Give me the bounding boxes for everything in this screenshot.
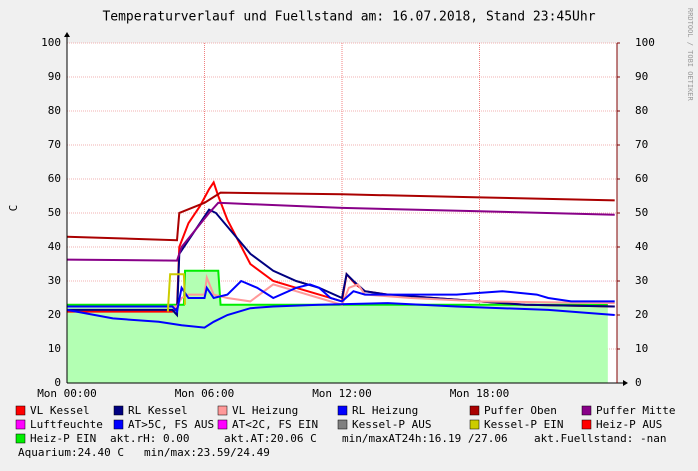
legend-label: AT<2C, FS EIN bbox=[232, 418, 318, 431]
x-tick-label: Mon 12:00 bbox=[312, 387, 372, 400]
y2-tick-label: 70 bbox=[635, 138, 648, 151]
chart-title: Temperaturverlauf und Fuellstand am: 16.… bbox=[102, 10, 595, 25]
x-tick-label: Mon 00:00 bbox=[37, 387, 97, 400]
info-text: akt.AT:20.06 C bbox=[224, 432, 317, 445]
legend-label: VL Heizung bbox=[232, 404, 298, 417]
y-tick-label: 60 bbox=[48, 172, 61, 185]
y-tick-label: 100 bbox=[41, 36, 61, 49]
legend-swatch bbox=[217, 405, 228, 416]
y2-tick-label: 50 bbox=[635, 206, 648, 219]
legend-label: Heiz-P AUS bbox=[596, 418, 662, 431]
line bbox=[66, 302, 615, 329]
y2-tick-label: 30 bbox=[635, 274, 648, 287]
legend-swatch bbox=[15, 405, 26, 416]
info-text: min/maxAT24h:16.19 /27.06 bbox=[342, 432, 508, 445]
line bbox=[66, 201, 615, 262]
line bbox=[67, 269, 608, 306]
y-axis-label: C bbox=[7, 205, 20, 212]
y-tick-label: 0 bbox=[54, 376, 61, 389]
info-text: akt.Fuellstand: -nan bbox=[534, 432, 666, 445]
line bbox=[166, 273, 187, 312]
legend-swatch bbox=[113, 419, 124, 430]
y2-tick-label: 60 bbox=[635, 172, 648, 185]
legend-swatch bbox=[469, 405, 480, 416]
legend-swatch bbox=[337, 419, 348, 430]
legend-label: Kessel-P AUS bbox=[352, 418, 431, 431]
y-tick-label: 20 bbox=[48, 308, 61, 321]
legend-label: RL Kessel bbox=[128, 404, 188, 417]
legend-label: RL Heizung bbox=[352, 404, 418, 417]
legend-swatch bbox=[581, 419, 592, 430]
x-tick-label: Mon 06:00 bbox=[175, 387, 235, 400]
legend-swatch bbox=[337, 405, 348, 416]
y-tick-label: 80 bbox=[48, 104, 61, 117]
legend-swatch bbox=[113, 405, 124, 416]
legend-label: VL Kessel bbox=[30, 404, 90, 417]
y2-tick-label: 80 bbox=[635, 104, 648, 117]
line bbox=[67, 279, 615, 314]
y2-tick-label: 10 bbox=[635, 342, 648, 355]
legend-swatch bbox=[581, 405, 592, 416]
y2-tick-label: 40 bbox=[635, 240, 648, 253]
legend-swatch bbox=[217, 419, 228, 430]
x-arrow bbox=[623, 380, 628, 386]
info-text: Aquarium:24.40 C bbox=[18, 446, 124, 459]
info-text: min/max:23.59/24.49 bbox=[144, 446, 270, 459]
y2-tick-label: 0 bbox=[635, 376, 642, 389]
line bbox=[67, 208, 615, 318]
legend-label: AT>5C, FS AUS bbox=[128, 418, 214, 431]
x-tick-label: Mon 18:00 bbox=[450, 387, 510, 400]
legend-label: Kessel-P EIN bbox=[484, 418, 563, 431]
legend-label: Puffer Mitte bbox=[596, 404, 675, 417]
legend-swatch bbox=[469, 419, 480, 430]
info-text: akt.rH: 0.00 bbox=[110, 432, 189, 445]
legend-label: Puffer Oben bbox=[484, 404, 557, 417]
y-tick-label: 90 bbox=[48, 70, 61, 83]
y2-tick-label: 90 bbox=[635, 70, 648, 83]
y-tick-label: 40 bbox=[48, 240, 61, 253]
y-tick-label: 50 bbox=[48, 206, 61, 219]
y2-tick-label: 20 bbox=[635, 308, 648, 321]
y-tick-label: 70 bbox=[48, 138, 61, 151]
y-tick-label: 10 bbox=[48, 342, 61, 355]
legend-label: Heiz-P EIN bbox=[30, 432, 96, 445]
line bbox=[66, 191, 615, 242]
legend-label: Luftfeuchte bbox=[30, 418, 103, 431]
legend-swatch bbox=[15, 433, 26, 444]
y-arrow bbox=[64, 32, 70, 37]
y-tick-label: 30 bbox=[48, 274, 61, 287]
y2-tick-label: 100 bbox=[635, 36, 655, 49]
watermark: RRDTOOL / TOBI OETIKER bbox=[686, 8, 694, 102]
legend-swatch bbox=[15, 419, 26, 430]
